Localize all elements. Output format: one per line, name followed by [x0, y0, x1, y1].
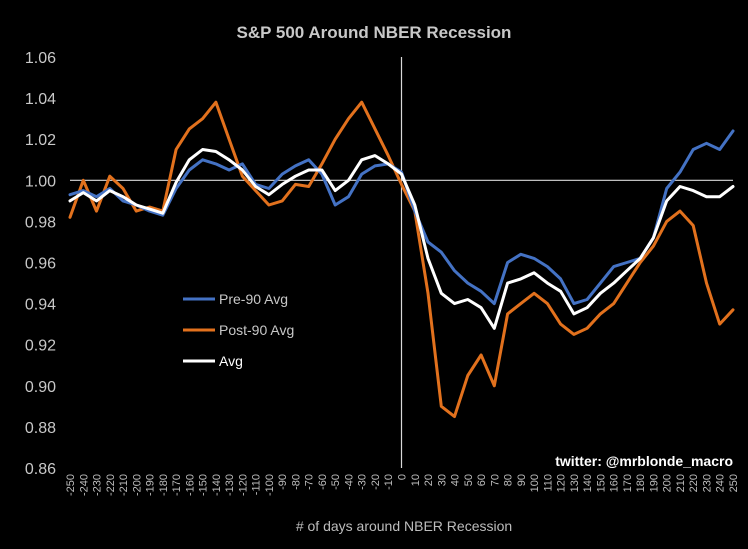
- x-tick-label: 130: [569, 474, 581, 492]
- x-tick-label: 20: [423, 474, 435, 486]
- x-tick-label: -160: [184, 474, 196, 496]
- y-tick-label: 1.00: [25, 173, 56, 190]
- x-tick-label: -90: [277, 474, 289, 490]
- series-line-pre-90-avg: [68, 129, 735, 306]
- x-tick-label: -110: [251, 474, 263, 495]
- x-tick-label: -40: [343, 474, 355, 490]
- x-tick-label: 220: [688, 474, 700, 492]
- chart-title: S&P 500 Around NBER Recession: [237, 23, 512, 42]
- y-tick-label: 0.94: [25, 297, 56, 314]
- x-tick-label: -220: [105, 474, 117, 496]
- x-tick-label: -190: [145, 474, 157, 496]
- x-tick-label: 170: [622, 474, 634, 492]
- x-tick-label: 200: [662, 474, 674, 492]
- x-tick-label: 50: [463, 474, 475, 486]
- x-tick-label: 250: [728, 474, 740, 492]
- x-tick-label: -60: [317, 474, 329, 490]
- y-tick-label: 0.98: [25, 214, 56, 231]
- x-tick-label: -70: [304, 474, 316, 490]
- annotation-twitter: twitter: @mrblonde_macro: [555, 453, 733, 469]
- y-tick-label: 1.04: [25, 91, 56, 108]
- x-tick-label: 80: [503, 474, 515, 486]
- x-tick-label: 120: [556, 474, 568, 492]
- x-tick-label: -120: [237, 474, 249, 496]
- x-tick-label: 210: [675, 474, 687, 492]
- x-tick-label: -20: [370, 474, 382, 490]
- x-tick-label: -240: [78, 474, 90, 496]
- y-tick-label: 0.92: [25, 338, 56, 355]
- x-tick-label: -30: [357, 474, 369, 490]
- y-tick-label: 0.88: [25, 420, 56, 437]
- x-tick-label: -140: [211, 474, 223, 496]
- x-tick-label: 30: [436, 474, 448, 486]
- x-tick-label: -200: [131, 474, 143, 496]
- x-tick-label: 100: [529, 474, 541, 492]
- legend-label: Pre-90 Avg: [219, 291, 288, 307]
- x-tick-label: -10: [383, 474, 395, 490]
- legend-label: Post-90 Avg: [219, 322, 294, 338]
- x-tick-label: 10: [410, 474, 422, 486]
- x-tick-label: -180: [158, 474, 170, 496]
- x-tick-label: -250: [65, 474, 77, 496]
- x-tick-label: 140: [582, 474, 594, 492]
- x-axis-label: # of days around NBER Recession: [296, 518, 512, 534]
- x-tick-label: 160: [609, 474, 621, 492]
- legend-label: Avg: [219, 353, 243, 369]
- y-tick-label: 1.06: [25, 50, 56, 67]
- x-tick-label: 110: [542, 474, 554, 492]
- x-tick-label: 150: [595, 474, 607, 492]
- series-line-post-90-avg: [68, 100, 735, 419]
- axes: 0.86 0.88 0.90 0.92 0.94 0.96 0.98 1.00 1.02 1.04…: [25, 50, 740, 496]
- series-lines: [68, 100, 735, 419]
- x-tick-label: -150: [198, 474, 210, 496]
- y-tick-label: 1.02: [25, 132, 56, 149]
- x-tick-label: 60: [476, 474, 488, 486]
- x-tick-label: 190: [648, 474, 660, 492]
- x-tick-label: 40: [450, 474, 462, 486]
- x-tick-label: 230: [701, 474, 713, 492]
- x-tick-label: 70: [489, 474, 501, 486]
- x-tick-label: -100: [264, 474, 276, 496]
- x-tick-label: 180: [635, 474, 647, 492]
- x-tick-label: -80: [290, 474, 302, 490]
- series-line-avg: [68, 148, 735, 330]
- x-tick-label: -210: [118, 474, 130, 496]
- y-tick-label: 0.96: [25, 256, 56, 273]
- x-tick-label: 0: [397, 474, 409, 480]
- x-tick-label: 240: [715, 474, 727, 492]
- x-tick-label: 90: [516, 474, 528, 486]
- x-tick-label: -230: [92, 474, 104, 496]
- x-tick-label: -130: [224, 474, 236, 496]
- x-tick-label: -50: [330, 474, 342, 490]
- y-tick-label: 0.86: [25, 461, 56, 478]
- y-tick-label: 0.90: [25, 379, 56, 396]
- x-tick-label: -170: [171, 474, 183, 496]
- legend: Pre-90 Avg Post-90 Avg Avg: [183, 291, 294, 369]
